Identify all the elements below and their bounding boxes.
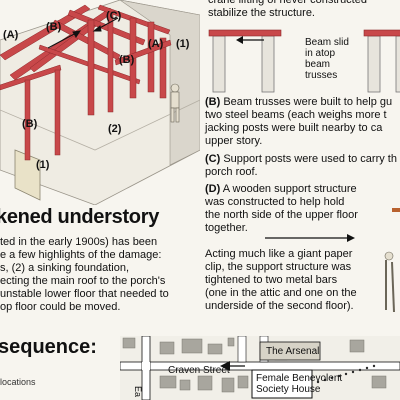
list-item-b: (B) Beam trusses were built to help gu t… (205, 96, 393, 147)
side-street-label: Ea (133, 386, 143, 398)
beam-note: Beam slid in atop beam trusses (305, 37, 349, 81)
list-item-d: (D) A wooden support structure was const… (205, 183, 358, 234)
society-house-label: Female Benevolent Society House (256, 373, 343, 395)
callout-b-top: (B) (46, 21, 62, 33)
list-item-c: (C) Support posts were used to carry th … (205, 153, 397, 178)
arrow-right-icon (265, 234, 355, 242)
section-heading: kened understory (0, 206, 160, 228)
section-body: ted in the early 1900s) has been e a few… (0, 236, 169, 313)
callout-a-left: (A) (3, 29, 19, 41)
arsenal-label: The Arsenal (266, 346, 320, 357)
street-label-craven: Craven Street (168, 365, 230, 376)
callout-1-top: (1) (176, 38, 190, 50)
callout-2: (2) (108, 123, 122, 135)
sequence-heading: sequence: (0, 336, 97, 358)
location-map: Craven Street The Arsenal Female Benevol… (120, 336, 400, 400)
list-item-d-continued: Acting much like a giant paper clip, the… (205, 248, 357, 312)
support-bars-figure (384, 208, 400, 313)
callout-c-top: (C) (106, 10, 122, 22)
building-illustration: (A) (B) (C) (A) (1) (B) (B) (2) (1) (0, 0, 200, 205)
callout-b-right: (B) (119, 54, 135, 66)
beam-truss-diagram (208, 29, 400, 93)
callout-1-bottom: (1) (36, 159, 50, 171)
callout-b-left: (B) (22, 118, 38, 130)
top-caption: crane lifting of never constructed stabi… (208, 0, 367, 19)
locations-label: locations (0, 377, 36, 387)
map-background (120, 336, 400, 400)
callout-a-right: (A) (148, 38, 164, 50)
